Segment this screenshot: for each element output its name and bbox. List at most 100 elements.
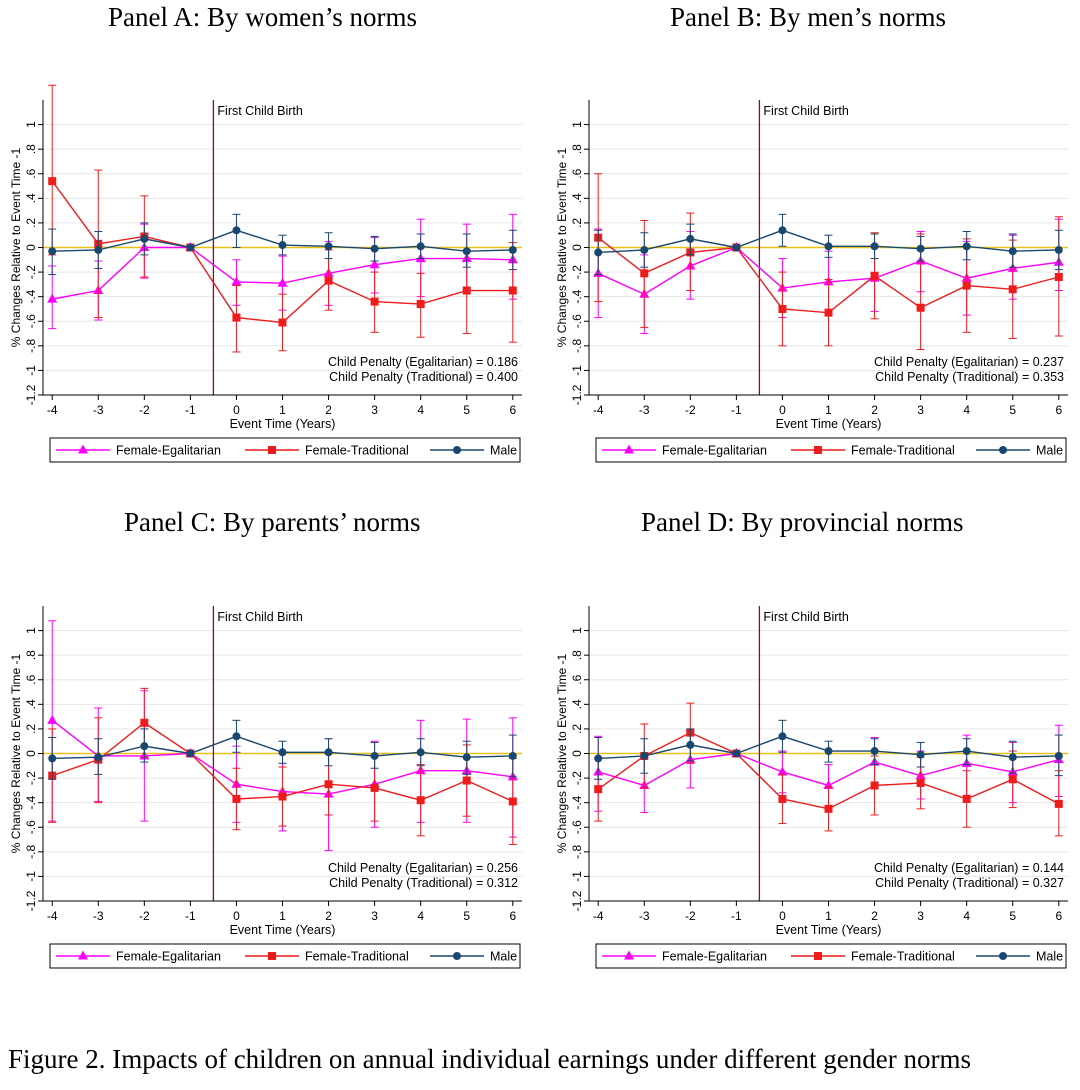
- data-point: [824, 747, 833, 756]
- x-tick-label: 5: [463, 403, 470, 417]
- child-penalty-annotation: Child Penalty (Egalitarian) = 0.144: [874, 861, 1064, 875]
- data-point: [640, 751, 649, 760]
- data-point: [324, 242, 333, 251]
- legend-swatch-marker: [453, 952, 461, 960]
- y-tick-label: .8: [570, 650, 584, 660]
- y-tick-label: .2: [570, 724, 584, 734]
- y-tick-label: .4: [24, 193, 38, 203]
- y-tick-label: .6: [24, 674, 38, 684]
- legend-swatch-marker: [814, 446, 822, 454]
- legend-swatch-marker: [814, 952, 822, 960]
- x-tick-label: -1: [185, 909, 196, 923]
- data-point: [324, 748, 333, 757]
- data-point: [962, 281, 971, 290]
- legend-label: Female-Egalitarian: [116, 444, 221, 458]
- legend-label: Female-Traditional: [305, 950, 409, 964]
- legend: Female-Egalitarian Female-Traditional Male: [595, 437, 1067, 463]
- panel-title-d: Panel D: By provincial norms: [641, 507, 964, 537]
- data-point: [232, 226, 241, 235]
- y-tick-label: -1.2: [570, 890, 584, 911]
- y-tick-label: -.4: [570, 289, 584, 303]
- x-tick-label: 2: [325, 909, 332, 923]
- x-tick-label: 3: [917, 403, 924, 417]
- child-penalty-annotation: Child Penalty (Traditional) = 0.327: [875, 876, 1064, 890]
- figure-caption: Figure 2. Impacts of children on annual …: [8, 1044, 971, 1074]
- x-tick-label: -3: [93, 403, 104, 417]
- x-tick-label: 5: [1009, 909, 1016, 923]
- legend-swatch-marker: [999, 952, 1007, 960]
- x-tick-label: 1: [825, 403, 832, 417]
- data-point: [916, 244, 925, 253]
- data-point: [140, 742, 149, 751]
- y-tick-label: -1: [24, 871, 38, 882]
- data-point: [732, 749, 741, 758]
- x-tick-label: -1: [185, 403, 196, 417]
- y-tick-label: 1: [570, 121, 584, 128]
- event-label: First Child Birth: [763, 610, 848, 624]
- x-tick-label: 0: [233, 909, 240, 923]
- x-tick-label: -2: [139, 403, 150, 417]
- data-point: [778, 304, 787, 313]
- legend-label: Female-Traditional: [851, 950, 955, 964]
- y-tick-label: -.4: [24, 289, 38, 303]
- legend-swatch-marker: [78, 444, 88, 454]
- x-tick-label: 1: [279, 403, 286, 417]
- data-point: [777, 766, 788, 776]
- data-point: [824, 804, 833, 813]
- legend-swatch-marker: [624, 950, 634, 960]
- y-tick-label: -1: [570, 871, 584, 882]
- data-point: [324, 780, 333, 789]
- x-tick-label: 5: [463, 909, 470, 923]
- y-tick-label: .4: [570, 193, 584, 203]
- x-tick-label: 3: [371, 909, 378, 923]
- y-tick-label: 0: [24, 244, 38, 251]
- legend-swatch-marker: [624, 444, 634, 454]
- data-point: [232, 732, 241, 741]
- y-tick-label: .6: [24, 168, 38, 178]
- data-point: [94, 753, 103, 762]
- x-tick-label: -3: [639, 403, 650, 417]
- data-point: [47, 293, 58, 303]
- data-point: [594, 785, 603, 794]
- data-point: [370, 297, 379, 306]
- data-point: [870, 242, 879, 251]
- legend-label: Male: [1036, 950, 1063, 964]
- data-point: [416, 300, 425, 309]
- data-point: [140, 234, 149, 243]
- data-point: [1054, 799, 1063, 808]
- legend-label: Female-Egalitarian: [662, 950, 767, 964]
- x-axis-title: Event Time (Years): [776, 923, 882, 937]
- x-tick-label: 4: [417, 403, 424, 417]
- chart-panel-b: First Child Birth 1 .8 .6 .4 .2 0 -.2 -.4 -.6 -.8 -…: [555, 100, 1068, 463]
- child-penalty-annotation: Child Penalty (Traditional) = 0.400: [329, 370, 518, 384]
- legend: Female-Egalitarian Female-Traditional Male: [49, 437, 521, 463]
- data-point: [732, 243, 741, 252]
- data-point: [1054, 273, 1063, 281]
- data-point: [186, 243, 195, 252]
- child-penalty-annotation: Child Penalty (Egalitarian) = 0.186: [328, 355, 518, 369]
- x-tick-label: 6: [509, 909, 516, 923]
- x-tick-label: 2: [871, 909, 878, 923]
- y-tick-label: -.8: [24, 339, 38, 353]
- data-point: [824, 242, 833, 251]
- panel-title-a: Panel A: By women’s norms: [108, 2, 417, 32]
- x-tick-label: 1: [825, 909, 832, 923]
- data-point: [640, 245, 649, 254]
- y-tick-label: -.2: [24, 265, 38, 279]
- data-point: [416, 748, 425, 757]
- data-point: [416, 796, 425, 805]
- chart-panel-a: First Child Birth 1 .8 .6 .4 .2 0 -.2 -.4 -.6 -.8 -…: [9, 84, 522, 463]
- y-tick-label: -1: [24, 365, 38, 376]
- x-tick-label: -1: [731, 403, 742, 417]
- data-point: [462, 247, 471, 256]
- data-point: [916, 750, 925, 759]
- series-male: [594, 213, 1063, 276]
- data-point: [370, 783, 379, 792]
- panel-title-b: Panel B: By men’s norms: [670, 2, 946, 32]
- x-tick-label: -2: [685, 909, 696, 923]
- x-tick-label: 0: [233, 403, 240, 417]
- y-axis-title: % Changes Relative to Event Time -1: [555, 653, 569, 853]
- y-tick-label: -.4: [570, 795, 584, 809]
- x-tick-label: 2: [325, 403, 332, 417]
- y-tick-label: .2: [24, 724, 38, 734]
